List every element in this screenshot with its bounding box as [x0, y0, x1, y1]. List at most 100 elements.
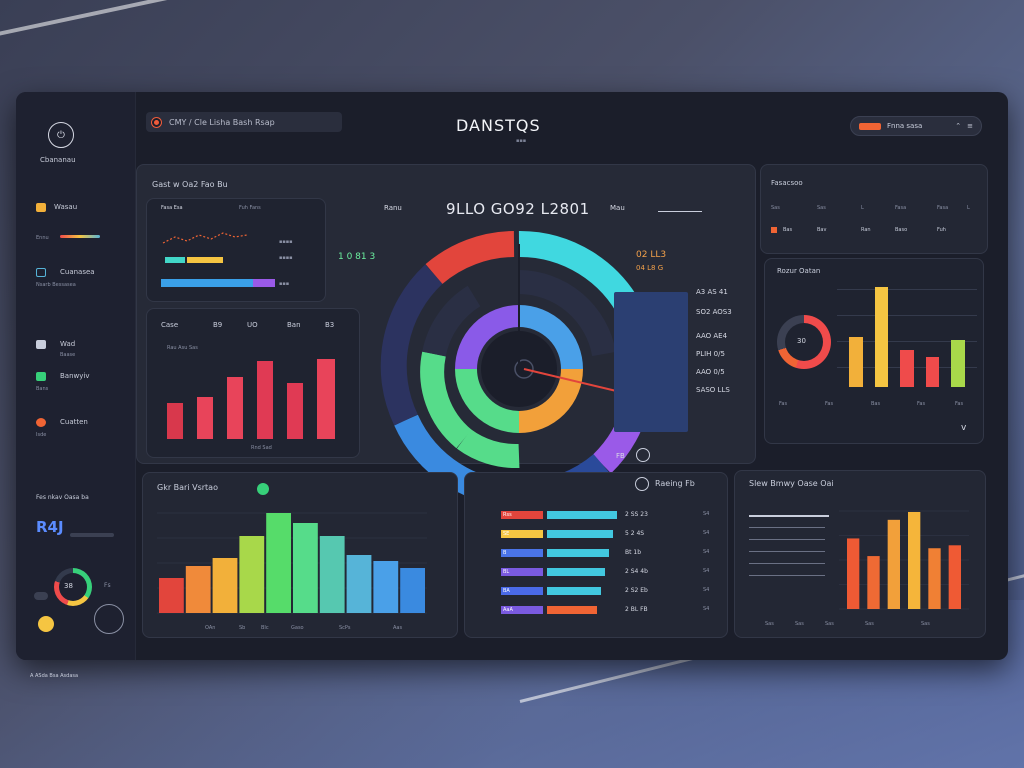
- legend-item: Fasa Esa: [161, 205, 183, 211]
- sidebar-item-label[interactable]: Wad: [60, 340, 76, 348]
- sidebar-item-sub: Bans: [36, 386, 49, 392]
- record-icon: [152, 117, 161, 127]
- mini-bar: [70, 533, 114, 537]
- slow-chart-panel: Slew Bmwy Oase Oai Sas Sas Sas Sas Sas: [734, 470, 986, 638]
- chart-icon: [36, 268, 46, 277]
- axis-label: Bas: [871, 401, 881, 407]
- sidebar-item-label[interactable]: Cuanasea: [60, 268, 95, 276]
- ranking-value: Bt 1b: [625, 549, 642, 556]
- line-list: [749, 511, 835, 591]
- bar: [293, 523, 318, 613]
- tab-underline[interactable]: [658, 204, 702, 212]
- ranking-right-value: S4: [703, 530, 710, 536]
- sidebar-item-label[interactable]: Wasau: [54, 203, 78, 211]
- row-label: Bav: [817, 227, 827, 233]
- tab[interactable]: B3: [325, 321, 335, 329]
- panel-title: Slew Bmwy Oase Oai: [749, 479, 834, 488]
- folder-icon: [36, 203, 46, 212]
- brand-name: Cbananau: [40, 156, 76, 164]
- highlight-block: [614, 292, 688, 432]
- gauge-bar-panel: Rozur Oatan 30 Fas Fas Bas Fas Fas v: [764, 258, 984, 444]
- gauge-value: 30: [797, 337, 806, 345]
- page-title: DANSTQS: [456, 116, 541, 135]
- ring-icon: [94, 604, 124, 634]
- value-prefix: Ranu: [384, 204, 402, 212]
- power-icon[interactable]: ⏻: [48, 122, 74, 148]
- chevron-up-icon[interactable]: ⌃: [955, 122, 962, 130]
- section-label: Fes nkav Oasa ba: [36, 494, 89, 501]
- chart-note: ▪▪▪▪: [279, 239, 293, 245]
- bar: [239, 536, 265, 613]
- bar: [928, 548, 941, 609]
- bar: [167, 403, 183, 439]
- axis-label: Fas: [825, 401, 834, 407]
- toggle-switch[interactable]: [34, 592, 48, 600]
- grid-line: [837, 315, 977, 316]
- bar: [197, 397, 213, 439]
- top-right-control[interactable]: Fnna sasa ⌃ ≡: [850, 116, 982, 136]
- gain-chart-panel: Gkr Bari Vsrtao OAn Sb BIc Gaso ScPs Aas: [142, 472, 458, 638]
- orange-metric: 02 LL3: [636, 250, 667, 260]
- dashboard-window: ⏻ Cbananau Wasau Ennu Cuanasea Nsarb Bes…: [16, 92, 1008, 660]
- bar: [908, 511, 921, 609]
- ranking-right-value: S4: [703, 549, 710, 555]
- menu-icon[interactable]: ≡: [967, 122, 973, 130]
- footer-text: A ASda Bsa Asdasa: [30, 673, 79, 679]
- bar: [319, 536, 345, 613]
- chart-subtitle: Rau Asu Sas: [167, 345, 198, 351]
- grid-line: [837, 289, 977, 290]
- row-label: Fuh: [937, 227, 946, 233]
- sidebar: ⏻ Cbananau Wasau Ennu Cuanasea Nsarb Bes…: [16, 92, 136, 660]
- ranking-bar: [547, 530, 613, 538]
- sidebar-item-label[interactable]: Cuatten: [60, 418, 88, 426]
- ranking-right-value: S4: [703, 568, 710, 574]
- refresh-icon[interactable]: [635, 477, 649, 491]
- top-right-label: Fnna sasa: [887, 122, 923, 130]
- ranking-label: Rss: [501, 511, 543, 519]
- bar: [849, 337, 863, 387]
- status-dot-icon: [257, 483, 269, 495]
- axis-label: Fas: [779, 401, 788, 407]
- breadcrumb[interactable]: CMY / Cle Lisha Bash Rsap: [146, 112, 342, 132]
- tab[interactable]: Ban: [287, 321, 301, 329]
- ranking-value: 2 BL FB: [625, 606, 648, 613]
- ranking-bar: [547, 587, 601, 595]
- circle-icon: [36, 418, 46, 427]
- status-square: [771, 227, 777, 233]
- bar: [346, 555, 372, 613]
- status-dot-icon[interactable]: [38, 616, 54, 632]
- ranking-right-value: S4: [703, 606, 710, 612]
- green-metric: 1 0 81 3: [338, 252, 376, 262]
- ranking-right-value: S4: [703, 587, 710, 593]
- ranking-value: 2 SS 23: [625, 511, 648, 518]
- axis-label: OAn: [205, 625, 216, 631]
- bar: [159, 578, 184, 613]
- tab[interactable]: UO: [247, 321, 258, 329]
- chevron-down-icon[interactable]: v: [961, 423, 967, 433]
- metric-row: A3 AS 41: [696, 288, 728, 296]
- bar: [948, 545, 961, 609]
- tab[interactable]: B9: [213, 321, 223, 329]
- chart-note: ▪▪▪▪: [279, 255, 293, 261]
- gain-bar-chart: [157, 512, 427, 614]
- gauge-label: Fs: [104, 582, 111, 589]
- axis-label: Sas: [765, 621, 774, 627]
- bar: [266, 513, 291, 613]
- slow-bar-chart: [839, 510, 969, 610]
- bar: [400, 568, 425, 613]
- axis-label: Fas: [955, 401, 964, 407]
- sidebar-item-label[interactable]: Banwyiv: [60, 372, 90, 380]
- main-value: 9LLO GO92 L2801: [446, 200, 590, 218]
- axis-label: Fas: [917, 401, 926, 407]
- grid-icon: [36, 340, 46, 349]
- ranking-label: BA: [501, 587, 543, 595]
- metric-row: SO2 AOS3: [696, 308, 732, 316]
- info-icon[interactable]: [636, 448, 650, 462]
- small-label: FB: [616, 452, 625, 460]
- bar: [287, 383, 303, 439]
- grid-line: [837, 341, 977, 342]
- axis-label: Sas: [825, 621, 834, 627]
- line-chart: [161, 232, 275, 287]
- axis-label: BIc: [261, 625, 269, 631]
- column-header: L: [967, 205, 970, 211]
